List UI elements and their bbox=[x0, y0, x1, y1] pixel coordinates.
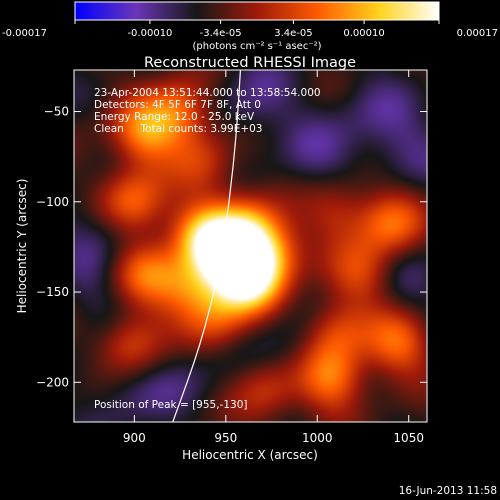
colorbar-ticks: -0.00017 -0.00010 -3.4e-05 3.4e-05 0.00010 0.… bbox=[2, 20, 498, 39]
plot-area bbox=[74, 70, 427, 422]
annotations: 23-Apr-2004 13:51:44.000 to 13:58:54.000… bbox=[94, 87, 321, 411]
colorbar-tick-label: 0.00017 bbox=[457, 28, 498, 39]
plot-frame bbox=[73, 69, 428, 423]
colorbar-tick-label: -0.00010 bbox=[127, 28, 172, 39]
footer-timestamp: 16-Jun-2013 11:58 bbox=[399, 485, 497, 497]
colorbar-gradient bbox=[75, 2, 439, 20]
colorbar-tick-label: 0.00010 bbox=[343, 28, 384, 39]
annotation-peak-position: Position of Peak = [955,-130] bbox=[94, 399, 248, 411]
colorbar: -0.00017 -0.00010 -3.4e-05 3.4e-05 0.00010 0.… bbox=[2, 1, 498, 52]
x-tick-label: 1050 bbox=[393, 431, 424, 445]
colorbar-tick-label: 3.4e-05 bbox=[274, 28, 312, 39]
y-tick-label: −50 bbox=[44, 105, 69, 119]
colorbar-tick-label: -3.4e-05 bbox=[200, 28, 242, 39]
y-tick-label: −150 bbox=[36, 285, 69, 299]
heatmap-image bbox=[74, 70, 427, 422]
colorbar-units-label: (photons cm⁻² s⁻¹ asec⁻²) bbox=[192, 41, 321, 52]
y-axis-ticks: −50 −100 −150 −200 bbox=[36, 105, 427, 389]
annotation-energy-range: Energy Range: 12.0 - 25.0 keV bbox=[94, 111, 255, 123]
annotation-detectors: Detectors: 4F 5F 6F 7F 8F, Att 0 bbox=[94, 99, 261, 111]
x-axis-ticks: 900 950 1000 1050 bbox=[123, 70, 424, 445]
y-tick-label: −100 bbox=[36, 195, 69, 209]
y-tick-label: −200 bbox=[36, 375, 69, 389]
x-tick-label: 1000 bbox=[302, 431, 333, 445]
colorbar-frame bbox=[74, 1, 440, 21]
colorbar-tick-label: -0.00017 bbox=[2, 28, 47, 39]
x-tick-label: 950 bbox=[214, 431, 237, 445]
annotation-time-range: 23-Apr-2004 13:51:44.000 to 13:58:54.000 bbox=[94, 87, 321, 99]
x-tick-label: 900 bbox=[123, 431, 146, 445]
annotation-method-counts: Clean Total counts: 3.99E+03 bbox=[94, 123, 263, 135]
x-axis-label: Heliocentric X (arcsec) bbox=[182, 448, 318, 462]
solar-limb-curve bbox=[172, 70, 242, 422]
chart-title: Reconstructed RHESSI Image bbox=[144, 55, 356, 71]
y-axis-label: Heliocentric Y (arcsec) bbox=[15, 179, 29, 314]
